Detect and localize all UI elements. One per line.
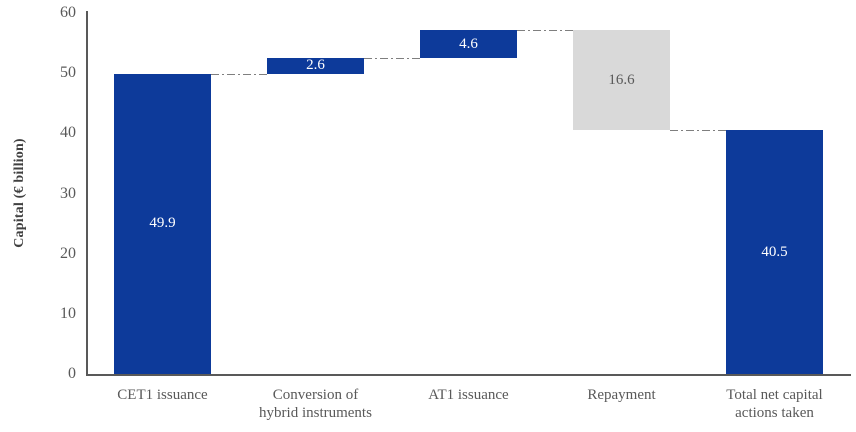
category-label-line: actions taken (735, 405, 814, 421)
bar-increase-2: 2.6 (267, 58, 364, 74)
waterfall-connector (211, 73, 267, 75)
waterfall-connector (517, 30, 573, 32)
bar-value-label: 2.6 (306, 57, 325, 74)
x-axis-line (86, 374, 851, 376)
bar-value-label: 49.9 (149, 215, 176, 232)
category-label-line: Total net capital (726, 387, 823, 403)
category-label: Repayment (540, 386, 703, 404)
plot-area: 49.9 2.6 4.6 16.6 40.5 (86, 13, 851, 374)
category-label: AT1 issuance (387, 386, 550, 404)
y-tick-label: 10 (60, 304, 76, 322)
category-label-line: CET1 issuance (117, 387, 208, 403)
y-tick-label: 30 (60, 184, 76, 202)
bar-value-label: 4.6 (459, 35, 478, 52)
bar-decrease-4: 16.6 (573, 30, 670, 131)
category-label-line: Conversion of (272, 387, 359, 403)
category-label: Total net capital actions taken (693, 386, 856, 422)
bar-increase-1: 49.9 (114, 73, 211, 374)
category-label-line: AT1 issuance (428, 387, 509, 403)
waterfall-connector (670, 130, 726, 132)
category-label-line: hybrid instruments (259, 405, 372, 421)
bar-increase-3: 4.6 (420, 30, 517, 59)
y-axis-line (86, 11, 88, 375)
y-tick-label: 50 (60, 64, 76, 82)
y-tick-label: 40 (60, 124, 76, 142)
bar-total-5: 40.5 (726, 130, 823, 374)
y-tick-label: 20 (60, 244, 76, 262)
bar-value-label: 40.5 (761, 243, 788, 260)
category-label: Conversion of hybrid instruments (234, 386, 397, 422)
waterfall-connector (364, 58, 420, 60)
category-label: CET1 issuance (81, 386, 244, 404)
y-tick-label: 60 (60, 4, 76, 21)
bar-value-label: 16.6 (608, 71, 635, 88)
category-label-line: Repayment (587, 387, 656, 403)
y-tick-label: 0 (68, 365, 76, 382)
